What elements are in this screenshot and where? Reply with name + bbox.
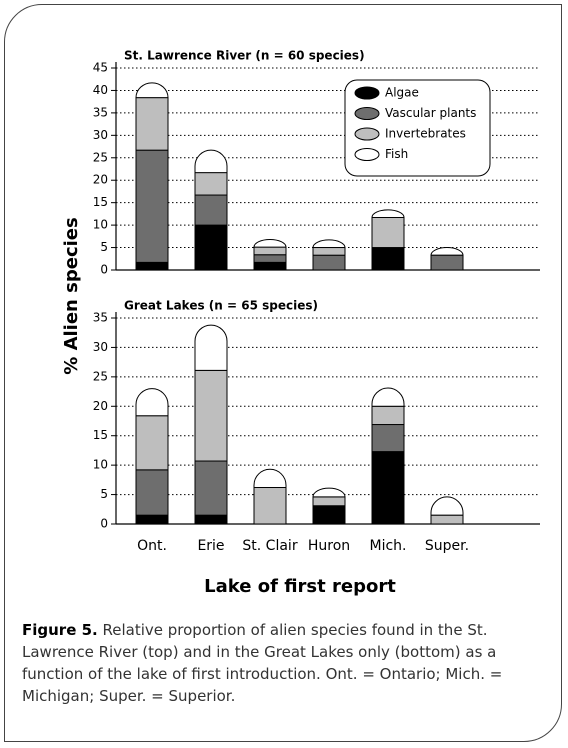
y-tick-label: 10	[93, 218, 108, 232]
y-tick-label: 15	[93, 428, 108, 442]
bar-segment	[371, 424, 405, 453]
y-tick-label: 35	[93, 105, 108, 119]
bar-segment	[135, 82, 169, 99]
bar-segment	[194, 369, 228, 462]
y-tick-label: 20	[93, 173, 108, 187]
x-tick-label: Super.	[425, 538, 469, 554]
legend-label: Vascular plants	[385, 106, 476, 120]
y-tick-label: 30	[93, 128, 108, 142]
y-tick-label: 0	[100, 517, 108, 531]
bar-segment	[312, 496, 346, 507]
bar-segment	[312, 505, 346, 525]
x-tick-label: Erie	[197, 538, 224, 554]
legend-swatch	[354, 148, 380, 161]
bar-segment	[430, 247, 464, 256]
bar-segment	[430, 496, 464, 516]
bar-segment	[194, 172, 228, 196]
bar-segment	[371, 451, 405, 525]
legend-swatch	[354, 86, 380, 100]
bar-segment	[312, 254, 346, 271]
y-axis-label: % Alien species	[61, 217, 82, 374]
legend-swatch	[354, 107, 380, 120]
bar-segment	[371, 216, 405, 249]
bar-segment	[430, 254, 464, 271]
bar-segment	[135, 261, 169, 271]
bar-segment	[194, 460, 228, 516]
y-tick-label: 45	[93, 61, 108, 75]
bar-segment	[194, 514, 228, 525]
bar-segment	[253, 487, 287, 525]
bar-segment	[194, 224, 228, 271]
legend-label: Algae	[385, 86, 419, 100]
bar-segment	[371, 387, 405, 407]
y-tick-label: 25	[93, 150, 108, 164]
caption: Figure 5. Relative proportion of alien s…	[22, 619, 550, 707]
bar-segment	[135, 388, 169, 417]
bar-segment	[312, 247, 346, 256]
y-tick-label: 15	[93, 195, 108, 209]
legend-label: Invertebrates	[385, 127, 466, 141]
bar-segment	[194, 194, 228, 226]
bar-segment	[194, 149, 228, 174]
legend-box	[344, 79, 491, 177]
bar-segment	[135, 469, 169, 516]
legend-label: Fish	[385, 147, 408, 161]
y-tick-label: 40	[93, 83, 108, 97]
bar-segment	[135, 415, 169, 471]
y-tick-label: 5	[100, 487, 108, 501]
y-tick-label: 35	[93, 311, 108, 325]
bar-segment	[253, 246, 287, 256]
x-axis-label: Lake of first report	[204, 576, 396, 597]
x-tick-label: Huron	[308, 538, 350, 554]
y-tick-label: 10	[93, 458, 108, 472]
bar-segment	[135, 97, 169, 151]
bar-segment	[253, 261, 287, 271]
y-tick-label: 0	[100, 263, 108, 277]
x-tick-label: Mich.	[370, 538, 407, 554]
x-tick-label: St. Clair	[242, 538, 297, 554]
chart-title: St. Lawrence River (n = 60 species)	[124, 49, 365, 63]
caption-label: Figure 5.	[22, 621, 98, 639]
y-tick-label: 20	[93, 399, 108, 413]
bar-segment	[430, 514, 464, 525]
legend-swatch	[354, 127, 380, 141]
bar-segment	[253, 254, 287, 263]
bar-segment	[253, 238, 287, 248]
bar-segment	[194, 324, 228, 371]
bar-segment	[371, 405, 405, 426]
frame	[4, 4, 562, 742]
bar-segment	[135, 514, 169, 525]
bar-segment	[253, 468, 287, 489]
caption-text: Relative proportion of alien species fou…	[22, 621, 503, 705]
bar-segment	[312, 487, 346, 498]
x-tick-label: Ont.	[137, 538, 167, 554]
bar-segment	[312, 239, 346, 249]
bar-segment	[135, 149, 169, 263]
y-tick-label: 5	[100, 240, 108, 254]
bar-segment	[371, 209, 405, 218]
y-tick-label: 25	[93, 369, 108, 383]
y-tick-label: 30	[93, 340, 108, 354]
bar-segment	[371, 247, 405, 271]
chart-title: Great Lakes (n = 65 species)	[124, 299, 318, 313]
